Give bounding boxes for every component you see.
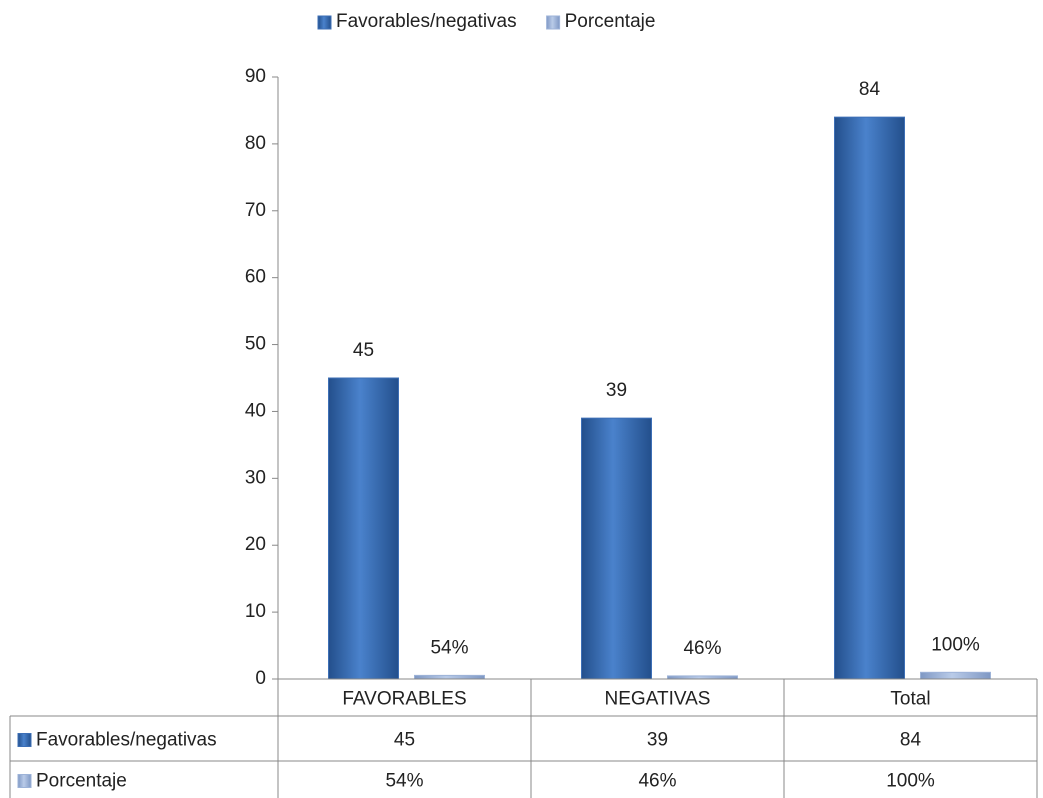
y-tick-label: 30 bbox=[245, 467, 266, 488]
data-label: 100% bbox=[931, 634, 980, 655]
bar bbox=[414, 674, 485, 680]
x-tick-label: FAVORABLES bbox=[342, 689, 466, 710]
y-tick-label: 60 bbox=[245, 267, 266, 288]
table-row-header: Favorables/negativas bbox=[36, 730, 217, 751]
bar bbox=[328, 377, 399, 680]
y-tick-label: 70 bbox=[245, 200, 266, 221]
data-label: 39 bbox=[606, 380, 627, 401]
bar bbox=[581, 417, 652, 680]
y-tick-label: 0 bbox=[255, 668, 266, 689]
bar bbox=[920, 671, 991, 680]
table-cell: 84 bbox=[900, 730, 922, 751]
table-cell: 100% bbox=[886, 771, 935, 792]
x-tick-label: NEGATIVAS bbox=[605, 689, 711, 710]
legend-label: Favorables/negativas bbox=[336, 11, 517, 32]
y-tick-label: 10 bbox=[245, 601, 266, 622]
y-tick-label: 40 bbox=[245, 400, 266, 421]
table-cell: 54% bbox=[385, 771, 423, 792]
data-label: 45 bbox=[353, 340, 374, 361]
data-label: 54% bbox=[430, 637, 468, 658]
bar bbox=[834, 116, 905, 680]
data-label: 84 bbox=[859, 79, 881, 100]
y-tick-label: 80 bbox=[245, 133, 266, 154]
table-cell: 46% bbox=[638, 771, 676, 792]
table-swatch bbox=[17, 733, 32, 747]
y-tick-label: 90 bbox=[245, 66, 266, 87]
table-cell: 45 bbox=[394, 730, 415, 751]
legend-label: Porcentaje bbox=[565, 11, 656, 32]
legend-swatch bbox=[317, 15, 332, 30]
data-label: 46% bbox=[683, 638, 721, 659]
x-tick-label: Total bbox=[890, 689, 930, 710]
y-tick-label: 20 bbox=[245, 534, 266, 555]
table-cell: 39 bbox=[647, 730, 668, 751]
legend-swatch bbox=[546, 15, 561, 30]
table-row-header: Porcentaje bbox=[36, 771, 127, 792]
table-swatch bbox=[17, 774, 32, 788]
y-tick-label: 50 bbox=[245, 334, 266, 355]
